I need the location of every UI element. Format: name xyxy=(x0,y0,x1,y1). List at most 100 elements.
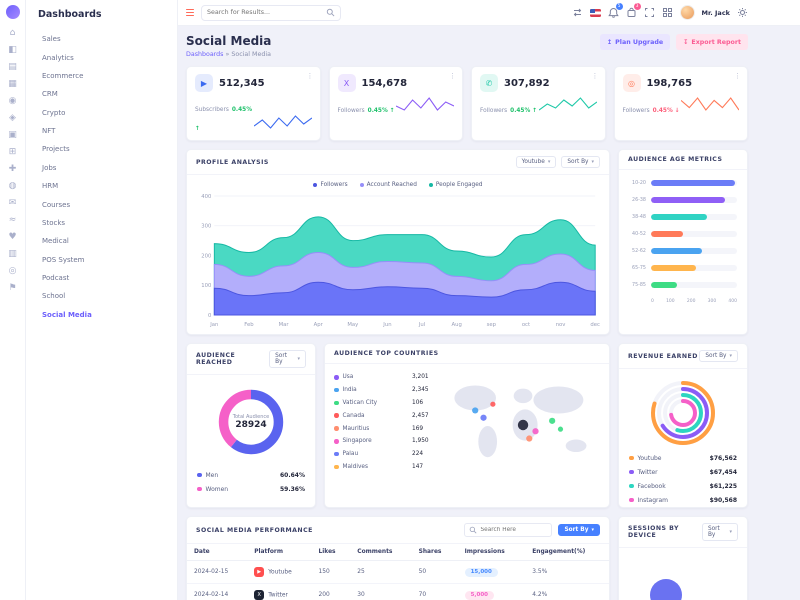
podcast-icon[interactable]: ◎ xyxy=(8,266,17,276)
breadcrumb-current: Social Media xyxy=(231,51,271,58)
platform-filter-select[interactable]: Youtube ▾ xyxy=(515,156,557,168)
main-area: 5 3 Mr. Jack Social Media Dashboards » xyxy=(178,0,800,600)
sidebar-item[interactable]: CRM xyxy=(42,90,58,99)
brand-logo-icon[interactable] xyxy=(5,5,20,19)
shopping-bag-icon[interactable]: 3 xyxy=(626,3,641,18)
menu-toggle-icon[interactable] xyxy=(186,8,194,17)
sort-by-select[interactable]: Sort By ▾ xyxy=(701,523,738,541)
sort-by-select[interactable]: Sort By ▾ xyxy=(699,350,738,362)
svg-text:400: 400 xyxy=(201,194,212,200)
sessions-bubbles xyxy=(619,548,747,600)
audience-age-chart: 10-20 26-38 38-48 40-52 52-62 65-75 75-85 0 100 2… xyxy=(619,170,747,310)
column-header[interactable]: Impressions xyxy=(457,544,526,561)
stat-value: 154,678 xyxy=(361,77,408,89)
card-title: PROFILE ANALYSIS xyxy=(196,158,269,166)
pos-icon[interactable]: ▥ xyxy=(8,249,17,259)
age-bar-row: 10-20 xyxy=(629,180,737,186)
crypto-icon[interactable]: ◈ xyxy=(9,113,16,123)
svg-text:Jan: Jan xyxy=(209,322,218,328)
more-options-icon[interactable]: ⋮ xyxy=(449,72,456,80)
ecommerce-icon[interactable]: ▦ xyxy=(8,79,17,89)
table-search[interactable] xyxy=(464,523,553,537)
more-options-icon[interactable]: ⋮ xyxy=(591,72,599,80)
table-search-input[interactable] xyxy=(480,527,548,533)
youtube-icon: ▶ xyxy=(195,74,213,92)
nft-icon[interactable]: ▣ xyxy=(8,130,17,140)
column-header[interactable]: Likes xyxy=(311,544,351,561)
sidebar-item[interactable]: Projects xyxy=(42,145,70,154)
sidebar-item[interactable]: Courses xyxy=(42,200,71,209)
bell-icon[interactable]: 5 xyxy=(607,3,623,18)
sort-by-select[interactable]: Sort By ▾ xyxy=(561,156,600,168)
sidebar-item[interactable]: NFT xyxy=(42,127,56,136)
language-flag-icon[interactable] xyxy=(589,8,601,17)
crm-icon[interactable]: ◉ xyxy=(8,96,17,106)
page-content: Social Media Dashboards » Social Media ↥… xyxy=(178,26,800,600)
jobs-icon[interactable]: ✚ xyxy=(8,164,17,174)
search-icon[interactable] xyxy=(326,8,335,17)
chevron-down-icon: ▾ xyxy=(591,527,594,533)
projects-icon[interactable]: ⊞ xyxy=(8,147,17,157)
medical-icon[interactable]: ♥ xyxy=(8,232,17,242)
global-search[interactable] xyxy=(201,4,341,21)
sidebar-item[interactable]: POS System xyxy=(42,255,85,264)
more-options-icon[interactable]: ⋮ xyxy=(734,72,741,80)
column-header[interactable]: Shares xyxy=(411,544,458,561)
export-report-button[interactable]: ↧ Export Report xyxy=(676,34,748,50)
svg-text:oct: oct xyxy=(522,322,530,328)
swap-icon[interactable] xyxy=(572,7,583,18)
user-name[interactable]: Mr. Jack xyxy=(701,8,730,17)
twitter-icon: X xyxy=(254,590,265,600)
column-header[interactable]: Comments xyxy=(350,544,412,561)
stat-delta: 0.45% ↑ xyxy=(367,108,395,114)
sidebar-item[interactable]: Sales xyxy=(42,35,61,44)
sidebar-item[interactable]: Medical xyxy=(42,237,69,246)
country-row: Maldives 147 xyxy=(334,460,438,473)
table-sort-button[interactable]: Sort By ▾ xyxy=(558,524,600,536)
sidebar-item[interactable]: Crypto xyxy=(42,108,66,117)
card-title: AUDIENCE AGE METRICS xyxy=(628,156,723,163)
courses-icon[interactable]: ✉ xyxy=(8,198,17,208)
hrm-icon[interactable]: ◍ xyxy=(8,181,17,191)
audience-reached-card: AUDIENCE REACHED Sort By ▾ Total Audience… xyxy=(186,343,316,508)
school-icon[interactable]: ⚑ xyxy=(8,283,17,293)
sales-icon[interactable]: ◧ xyxy=(8,45,17,55)
sidebar-item[interactable]: Stocks xyxy=(42,218,66,227)
sidebar-item[interactable]: HRM xyxy=(42,182,59,191)
column-header[interactable]: Platform xyxy=(247,544,312,561)
breadcrumb-home[interactable]: Dashboards xyxy=(186,51,224,58)
more-options-icon[interactable]: ⋮ xyxy=(306,72,314,80)
revenue-row: Youtube $76,562 xyxy=(619,451,747,465)
chevron-down-icon: ▾ xyxy=(547,159,551,165)
home-icon[interactable]: ⌂ xyxy=(9,28,16,38)
table-row[interactable]: 2024-02-15 ▶ Youtube 150 25 50 15,000 3.5% xyxy=(187,560,609,584)
column-header[interactable]: Date xyxy=(187,544,248,561)
sidebar-item[interactable]: Jobs xyxy=(42,163,57,172)
table-row[interactable]: 2024-02-14 X Twitter 200 30 70 5,000 4.2% xyxy=(187,583,609,600)
sidebar-item[interactable]: School xyxy=(42,292,66,301)
fullscreen-icon[interactable] xyxy=(644,7,655,18)
sidebar-item[interactable]: Ecommerce xyxy=(42,71,84,80)
settings-gear-icon[interactable] xyxy=(737,7,748,18)
stat-label: Followers xyxy=(480,108,508,114)
sidebar-item[interactable]: Social Media xyxy=(42,310,92,319)
revenue-chart xyxy=(619,369,747,451)
audience-legend-row: Men 60.64% xyxy=(187,468,315,482)
analytics-icon[interactable]: ▤ xyxy=(8,62,17,72)
svg-text:200: 200 xyxy=(201,253,212,259)
country-row: Canada 2,457 xyxy=(334,409,438,422)
user-avatar[interactable] xyxy=(679,5,695,20)
search-input[interactable] xyxy=(207,9,322,16)
sidebar-item[interactable]: Analytics xyxy=(42,53,74,62)
perf-table-body: 2024-02-15 ▶ Youtube 150 25 50 15,000 3.5% 2024-… xyxy=(187,560,609,600)
sort-by-select[interactable]: Sort By ▾ xyxy=(269,350,306,368)
legend-item: Followers xyxy=(313,182,348,188)
apps-grid-icon[interactable] xyxy=(662,7,673,18)
plan-upgrade-button[interactable]: ↥ Plan Upgrade xyxy=(599,34,671,50)
sessions-by-device-card: SESSIONS BY DEVICE Sort By ▾ xyxy=(618,516,748,600)
stat-card: ⋮ ✆ 307,892 Followers 0.45% ↑ xyxy=(471,66,606,141)
sidebar-item[interactable]: Podcast xyxy=(42,274,70,283)
stocks-icon[interactable]: ≈ xyxy=(8,215,17,225)
svg-text:Feb: Feb xyxy=(244,322,254,328)
column-header[interactable]: Engagement(%) xyxy=(525,544,609,561)
